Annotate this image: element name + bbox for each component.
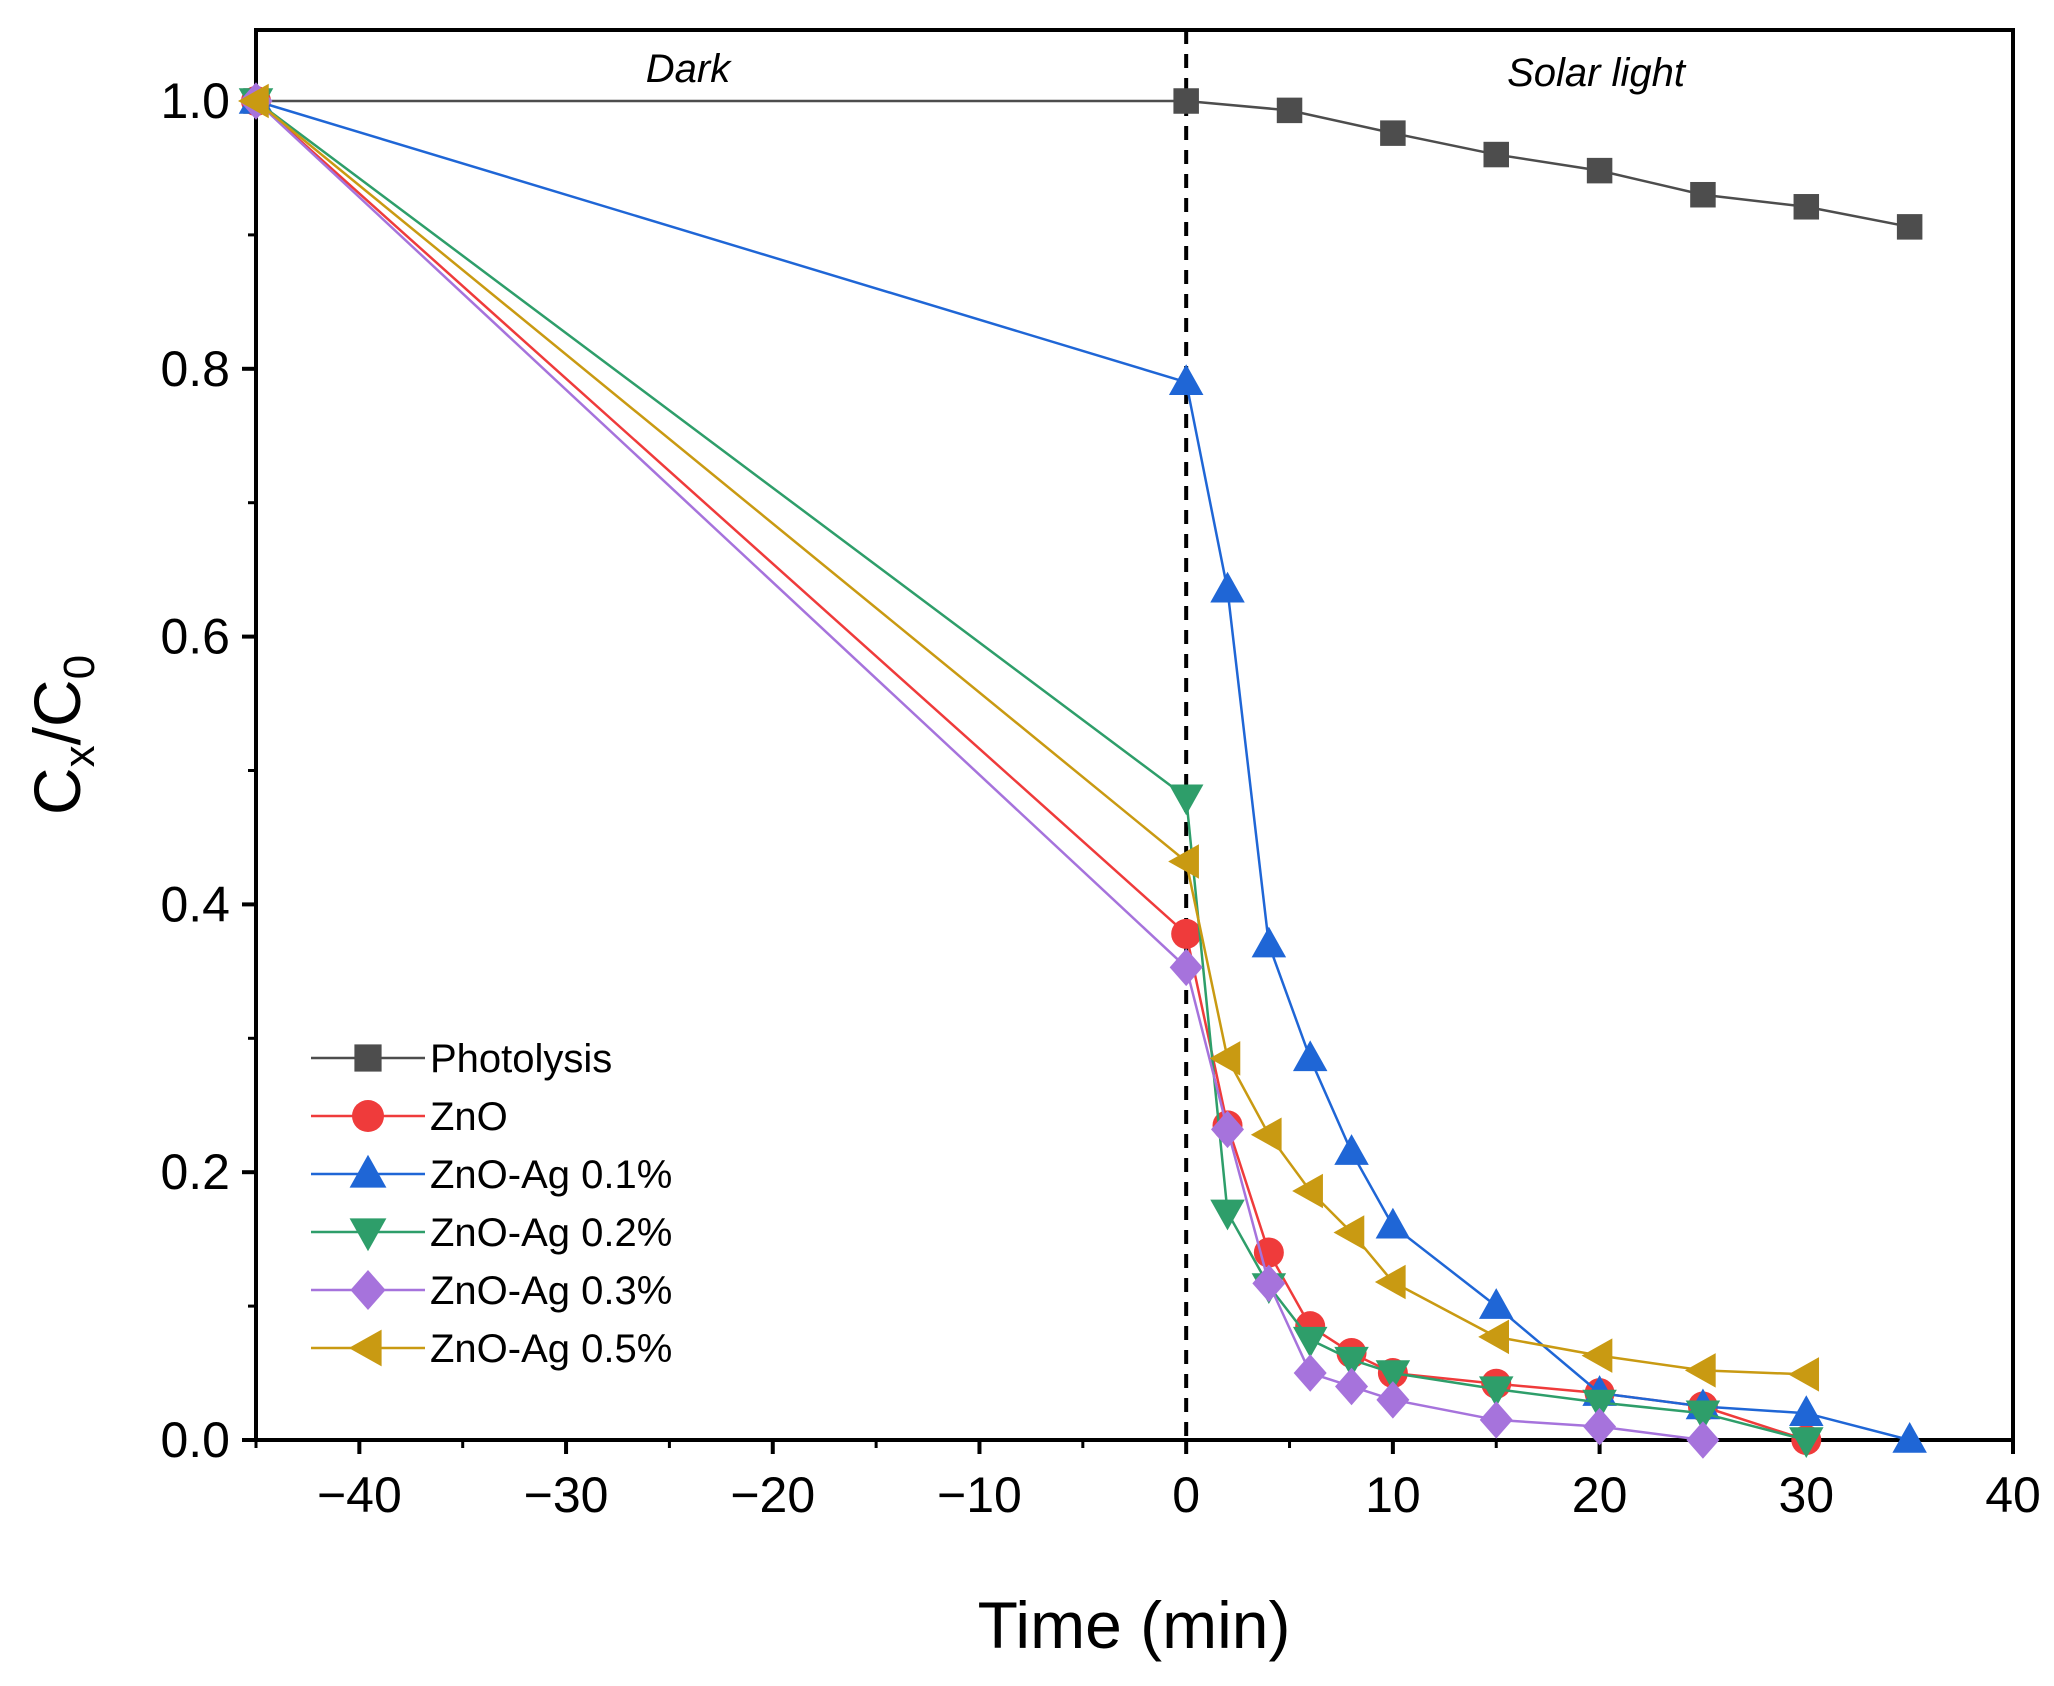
x-tick-label: −20 [730,1467,815,1523]
legend-marker [350,1270,386,1310]
data-point [1581,1338,1613,1373]
data-point [1211,1110,1245,1149]
legend-marker [348,1329,382,1367]
x-tick-label: −10 [937,1467,1022,1523]
legend-label: ZnO-Ag 0.5% [430,1327,672,1371]
data-point [1892,1422,1927,1453]
y-axis-title: Cx/C0 [20,655,104,815]
legend-marker [352,1100,384,1132]
series-line [256,99,1910,229]
x-tick-label: 0 [1172,1467,1200,1523]
data-point [1292,1173,1323,1209]
y-axis-title-main: C [20,767,94,815]
data-point [238,83,269,119]
data-point [1276,97,1303,124]
data-point [1293,1354,1327,1392]
legend-label: ZnO [430,1095,508,1139]
data-point [1375,1207,1411,1239]
x-tick-label: 10 [1365,1467,1421,1523]
data-point [1478,1288,1514,1319]
region-label-dark: Dark [646,47,732,91]
legend-label: ZnO-Ag 0.1% [430,1153,672,1197]
legend-marker [349,1154,387,1188]
data-point [1788,1357,1820,1392]
x-tick-label: 20 [1572,1467,1628,1523]
data-point [1173,88,1199,114]
data-point [1334,1134,1369,1165]
data-point [1896,214,1923,240]
y-tick-label: 0.0 [160,1412,230,1468]
legend-label: ZnO-Ag 0.2% [430,1211,672,1255]
legend-item: ZnO-Ag 0.3% [311,1269,672,1313]
data-point [1210,571,1245,603]
legend-item: ZnO-Ag 0.1% [311,1153,672,1197]
legend-item: ZnO [311,1095,508,1139]
data-point [1380,120,1406,146]
data-point [1210,1199,1245,1231]
data-point [1335,1367,1369,1406]
legend-marker [354,1044,382,1072]
y-tick-label: 1.0 [160,73,230,129]
series-0 [243,88,1923,240]
data-point [1685,1400,1721,1432]
y-tick-label: 0.4 [160,876,230,932]
series-5 [238,83,1820,1392]
legend-item: ZnO-Ag 0.5% [311,1327,672,1371]
legend: Photolysis ZnO ZnO-Ag 0.1% ZnO-Ag 0.2% ZnO-A… [311,1037,672,1371]
data-point [1375,1360,1411,1392]
legend-item: ZnO-Ag 0.2% [311,1211,672,1255]
data-point [1168,364,1204,395]
data-point [1582,1389,1617,1421]
y-tick-label: 0.6 [160,609,230,665]
data-point [1586,157,1613,184]
y-tick-label: 0.2 [160,1144,230,1200]
data-point [1483,141,1509,168]
data-point [1789,1395,1824,1426]
y-axis-title-sub-x: x [55,745,104,767]
x-tick-label: 40 [1985,1467,2041,1523]
y-axis-title-sub-0: 0 [55,655,104,679]
data-point [1334,1346,1369,1378]
data-point [1333,1215,1365,1250]
data-point [1479,1401,1513,1439]
y-axis-title-sep: /C [20,679,94,745]
data-point [1684,1353,1716,1388]
region-label-solar: Solar light [1507,51,1687,95]
data-point [1292,1040,1328,1072]
data-point [1292,1326,1328,1358]
y-tick-label: 0.8 [160,341,230,397]
data-point [1209,1041,1241,1076]
data-point [1793,194,1820,220]
series-4 [239,82,1720,1459]
series-layer [238,82,1927,1459]
plot-frame [254,28,2015,1442]
data-point [1250,1117,1282,1152]
legend-label: Photolysis [430,1037,612,1081]
series-line [255,99,1910,1442]
series-line [255,100,1704,1442]
data-point [1168,784,1204,816]
legend-item: Photolysis [311,1037,612,1081]
data-point [1252,1264,1286,1303]
x-axis-title: Time (min) [978,1588,1291,1662]
data-point [1171,918,1202,949]
data-point [1374,1264,1406,1300]
data-point [1789,1427,1824,1458]
x-tick-label: 30 [1778,1467,1834,1523]
data-point [1251,926,1287,958]
data-point [1169,948,1203,987]
tick-layer: −40 −30 −20 −10 0 10 20 30 40 0.0 0.2 0.4 0.6 0.8 1.0 [160,73,2040,1523]
data-point [1583,1407,1617,1446]
data-point [1478,1376,1514,1408]
data-point [1686,1421,1720,1459]
x-tick-label: −30 [524,1467,609,1523]
data-point [1376,1381,1410,1419]
data-point [1478,1319,1509,1355]
data-point [1690,181,1716,208]
legend-marker [349,1218,387,1252]
data-point [1168,844,1199,879]
x-tick-label: −40 [317,1467,402,1523]
legend-label: ZnO-Ag 0.3% [430,1269,672,1313]
